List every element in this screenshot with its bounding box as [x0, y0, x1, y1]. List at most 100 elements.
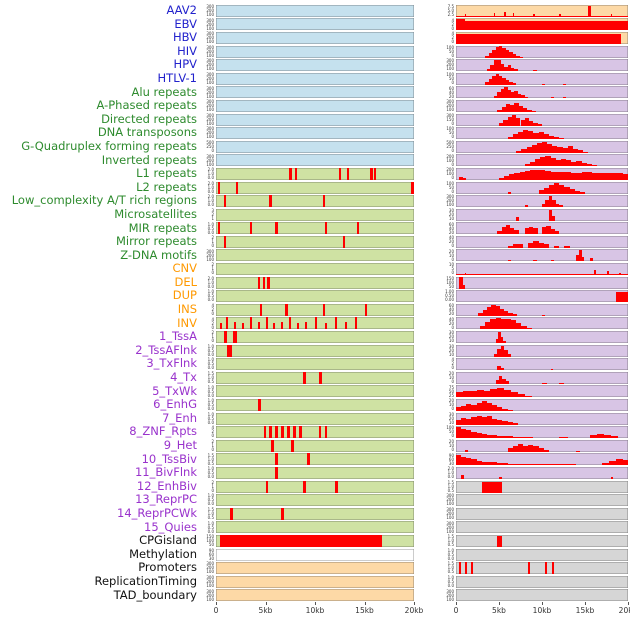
track-row: Directed repeats 300 200 100 300 150 0 [0, 113, 630, 127]
signal-bar [538, 242, 544, 248]
row-label: Methylation [129, 547, 197, 561]
row-label: Inverted repeats [101, 153, 197, 167]
right-y-axis-ticks: 60 40 20 [442, 86, 456, 100]
signal-bar [501, 106, 506, 112]
left-y-axis-ticks: 90 60 30 [202, 548, 216, 562]
signal-bar [524, 96, 529, 99]
y-tick-label: 2.0 [207, 180, 214, 186]
signal-bar [542, 227, 547, 235]
y-tick-label: 4 [451, 17, 454, 23]
column-spacer [414, 493, 442, 507]
right-track [456, 290, 628, 303]
row-label: 4_Tx [170, 371, 197, 385]
signal-bar [499, 376, 503, 384]
y-tick-label: 300 [446, 506, 454, 512]
x-axis-tick [364, 602, 366, 606]
right-y-axis-ticks: 300 200 100 [442, 99, 456, 113]
track-row: TAD_boundary 300 200 100 300 200 100 [0, 589, 630, 603]
signal-bar [528, 444, 534, 452]
signal-bar [545, 199, 549, 208]
y-tick-label: 1 [211, 215, 214, 221]
signal-bar [512, 445, 518, 452]
signal-bar [607, 271, 610, 276]
x-axis-label: 10kb [305, 606, 325, 616]
column-spacer [414, 439, 442, 453]
signal-bar [497, 435, 503, 439]
signal-bar [322, 195, 326, 208]
signal-bar [476, 403, 482, 412]
signal-bar [538, 131, 544, 140]
signal-bar [500, 367, 505, 371]
signal-bar [612, 173, 623, 180]
column-spacer [414, 31, 442, 45]
y-tick-label: 60 [448, 221, 454, 227]
left-y-axis-ticks: 1.0 0.5 0.0 [202, 493, 216, 507]
signal-bar [512, 53, 517, 58]
signal-bar [462, 390, 470, 398]
left-track [216, 276, 414, 289]
y-tick-label: 300 [446, 58, 454, 64]
y-tick-label: 2.0 [207, 275, 214, 281]
signal-bar [499, 177, 505, 180]
signal-bar [485, 82, 489, 85]
y-tick-label: 1.0 [207, 198, 214, 204]
column-spacer [414, 194, 442, 208]
y-tick-label: 2 [211, 211, 214, 217]
signal-bar [516, 150, 522, 153]
y-tick-label: 0.0 [207, 229, 214, 235]
right-track [456, 303, 628, 316]
y-tick-label: 100 [446, 180, 454, 186]
y-tick-label: 300 [446, 588, 454, 594]
right-y-axis-ticks: 10 5 0 [442, 262, 456, 276]
track-row: EBV 300 200 100 4 2 0 [0, 18, 630, 32]
y-tick-label: 20 [448, 415, 454, 421]
signal-bar [498, 331, 501, 344]
y-tick-label: 0.5 [207, 460, 214, 466]
signal-bar [554, 136, 560, 140]
x-axis-tick [414, 602, 415, 606]
signal-bar [507, 136, 513, 140]
x-axis-label: 15kb [575, 606, 595, 616]
signal-bar [504, 175, 510, 180]
y-tick-label: 300 [206, 112, 214, 118]
y-tick-label: 200 [206, 103, 214, 109]
signal-bar [273, 323, 276, 330]
signal-bar [486, 402, 493, 412]
signal-bar [497, 366, 501, 371]
left-track [216, 466, 414, 479]
column-spacer [414, 167, 442, 181]
signal-bar [543, 134, 549, 140]
left-y-axis-ticks: 300 200 100 [202, 589, 216, 603]
signal-bar [289, 167, 292, 180]
signal-bar [542, 314, 546, 316]
signal-bar [505, 103, 511, 112]
y-tick-label: 100 [206, 25, 214, 31]
signal-bar [492, 405, 498, 412]
left-y-axis-ticks: 1.0 0.5 0.0 [202, 344, 216, 358]
signal-bar [502, 47, 506, 58]
y-tick-label: 300 [206, 561, 214, 567]
signal-bar [542, 141, 548, 153]
signal-bar [507, 353, 512, 357]
signal-bar [249, 222, 253, 235]
signal-bar [485, 322, 491, 330]
y-tick-label: 0 [211, 447, 214, 452]
y-tick-label: 100 [446, 107, 454, 113]
left-track [216, 426, 414, 439]
y-tick-label: 100 [206, 66, 214, 72]
signal-bar [482, 310, 487, 316]
signal-bar [303, 480, 307, 493]
track-row: Promoters 300 200 100 1.5 1.0 0.5 [0, 561, 630, 575]
signal-bar [504, 311, 509, 316]
signal-bar [493, 353, 498, 357]
column-spacer [414, 344, 442, 358]
y-tick-label: 90 [448, 452, 454, 458]
signal-bar [609, 460, 616, 466]
signal-bar [265, 480, 269, 493]
y-tick-label: 0.0 [207, 175, 214, 181]
signal-bar [552, 562, 555, 575]
signal-bar [262, 276, 265, 289]
left-track [216, 113, 414, 126]
signal-bar [550, 228, 555, 235]
